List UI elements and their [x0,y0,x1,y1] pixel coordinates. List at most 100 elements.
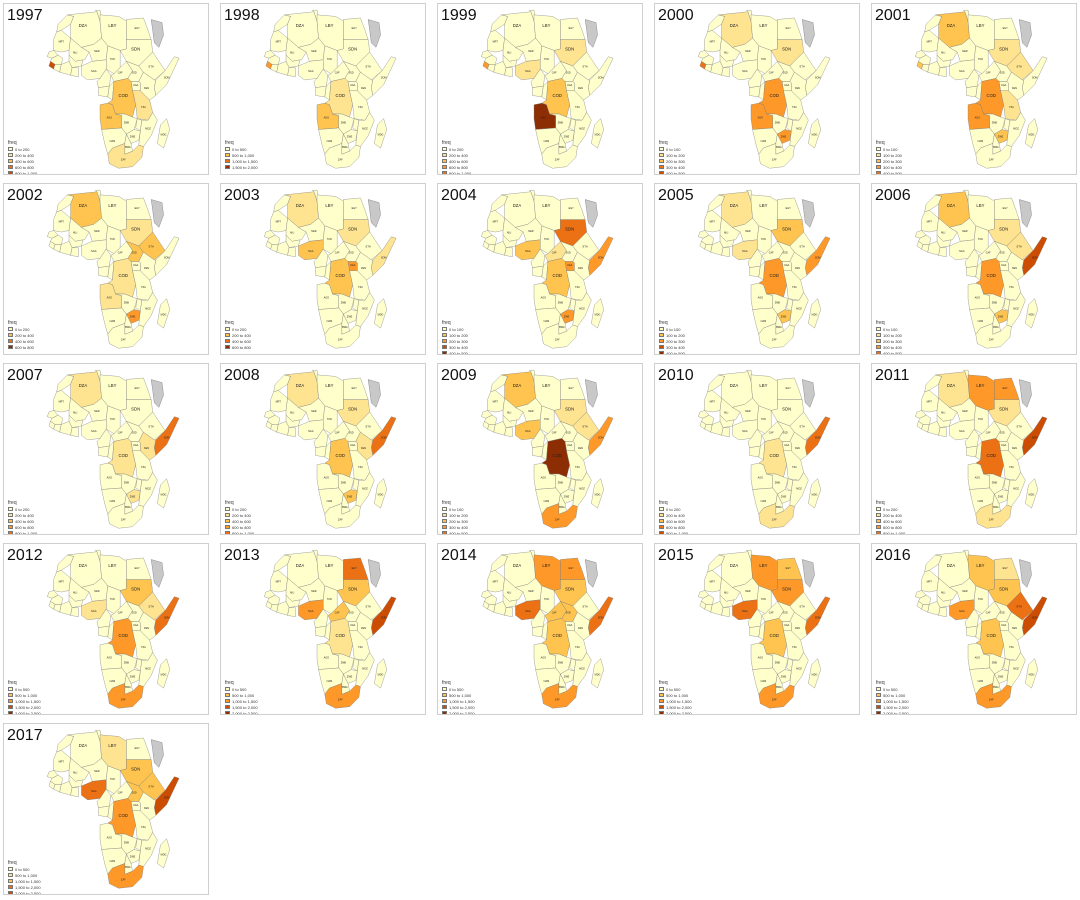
map-panel-2004: DZA LBY EGY MRT MLI NER TCD SDN ETH NGA CAF SSD COD K… [437,183,643,355]
legend-label: 200 to 400 [232,332,251,338]
country-label-eth: ETH [583,66,588,69]
legend-title: freq [659,680,668,686]
country-label-tcd: TCD [761,418,766,421]
country-label-mli: MLI [724,592,728,595]
legend: freq 0 to 500 500 to 1,000 1,000 to 1,500 1,… [225,140,258,170]
country-label-zmb: ZMB [124,661,130,664]
country-mrt [921,30,939,53]
country-label-dza: DZA [513,383,522,388]
neighbouring-landmass [150,379,164,408]
legend-entry: 200 to 400 [225,512,258,518]
legend-swatch [876,327,881,331]
country-label-zwe: ZWE [564,675,570,678]
country-label-cod: COD [119,273,128,278]
legend-swatch [876,699,881,703]
country-egy [343,557,369,580]
legend-swatch [225,531,230,534]
legend-swatch [876,333,881,337]
country-label-tcd: TCD [110,238,115,241]
legend-swatch [659,327,664,331]
country-label-ssd: SSD [132,252,137,255]
country-label-zwe: ZWE [781,315,787,318]
country-label-lby: LBY [759,203,767,208]
legend-title: freq [442,140,451,146]
country-label-cod: COD [119,813,128,818]
country-label-sdn: SDN [348,586,357,591]
country-label-eth: ETH [583,426,588,429]
legend-label: 200 to 300 [883,338,902,344]
neighbouring-landmass [801,199,815,228]
country-label-nam: NAM [978,140,984,143]
country-gha [504,607,513,618]
legend-entry: 600 to 800 [8,344,34,350]
country-label-sdn: SDN [131,46,140,51]
country-label-egy: EGY [352,387,358,390]
legend-label: 0 to 200 [15,506,30,512]
country-egy [126,557,152,580]
country-label-zwe: ZWE [781,135,787,138]
country-label-nga: NGA [742,610,748,613]
legend-swatch [659,711,664,714]
legend-swatch [659,687,664,691]
country-label-bwa: BWA [993,686,999,689]
legend-swatch [8,513,13,517]
neighbouring-landmass [584,199,598,228]
country-label-uga: UGA [567,444,573,447]
legend-swatch [876,147,881,151]
country-label-mli: MLI [73,232,77,235]
country-label-uga: UGA [350,84,356,87]
country-label-nga: NGA [959,250,965,253]
legend-entry: 0 to 200 [659,506,692,512]
country-mrt [921,390,939,413]
legend-swatch [8,891,13,894]
legend-label: 600 to 800 [449,164,468,170]
country-label-tza: TZA [141,646,146,649]
country-label-nam: NAM [327,140,333,143]
country-label-ner: NER [745,410,750,413]
country-label-tza: TZA [1009,286,1014,289]
country-label-sdn: SDN [782,406,791,411]
country-label-zaf: ZAF [772,699,777,702]
country-label-nga: NGA [525,70,531,73]
country-label-mli: MLI [941,412,945,415]
map-panel-2011: DZA LBY EGY MRT MLI NER TCD SDN ETH NGA CAF SSD COD K… [871,363,1077,535]
country-label-uga: UGA [784,84,790,87]
country-label-nam: NAM [327,500,333,503]
year-label: 2016 [875,547,911,564]
legend-swatch [442,693,447,697]
legend-entry: 400 to 500 [442,530,468,534]
country-eth [138,231,166,261]
country-label-tza: TZA [358,466,363,469]
neighbouring-landmass [150,199,164,228]
neighbouring-landmass [801,379,815,408]
country-label-egy: EGY [135,27,141,30]
country-label-dza: DZA [296,203,305,208]
country-label-som: SOM [598,616,604,619]
country-label-uga: UGA [1001,444,1007,447]
legend-label: 2,000 to 2,500 [15,890,41,895]
country-label-dza: DZA [947,563,956,568]
legend-label: 2,000 to 2,500 [15,710,41,715]
country-label-caf: CAF [335,72,340,75]
legend-entry: 200 to 300 [876,338,902,344]
country-label-eth: ETH [366,426,371,429]
legend-entry: 500 to 1,000 [8,872,41,878]
legend-label: 1,000 to 1,500 [232,698,258,704]
country-label-zmb: ZMB [341,481,347,484]
legend-label: 500 to 1,000 [15,692,38,698]
africa-map: DZA LBY EGY MRT MLI NER TCD SDN ETH NGA CAF SSD COD K… [264,370,397,529]
country-eth [138,411,166,441]
year-label: 2011 [875,367,910,384]
africa-map: DZA LBY EGY MRT MLI NER TCD SDN ETH NGA CAF SSD COD K… [698,550,831,709]
legend-entry: 1,000 to 1,500 [225,158,258,164]
country-label-mdg: MDG [595,494,601,497]
neighbouring-landmass [1018,19,1032,48]
country-label-lby: LBY [325,203,333,208]
neighbouring-landmass [1018,559,1032,588]
country-label-zwe: ZWE [998,135,1004,138]
country-gha [287,607,296,618]
legend-title: freq [442,500,451,506]
country-label-ken: KEN [795,447,800,450]
country-label-uga: UGA [133,444,139,447]
country-gha [721,67,730,78]
